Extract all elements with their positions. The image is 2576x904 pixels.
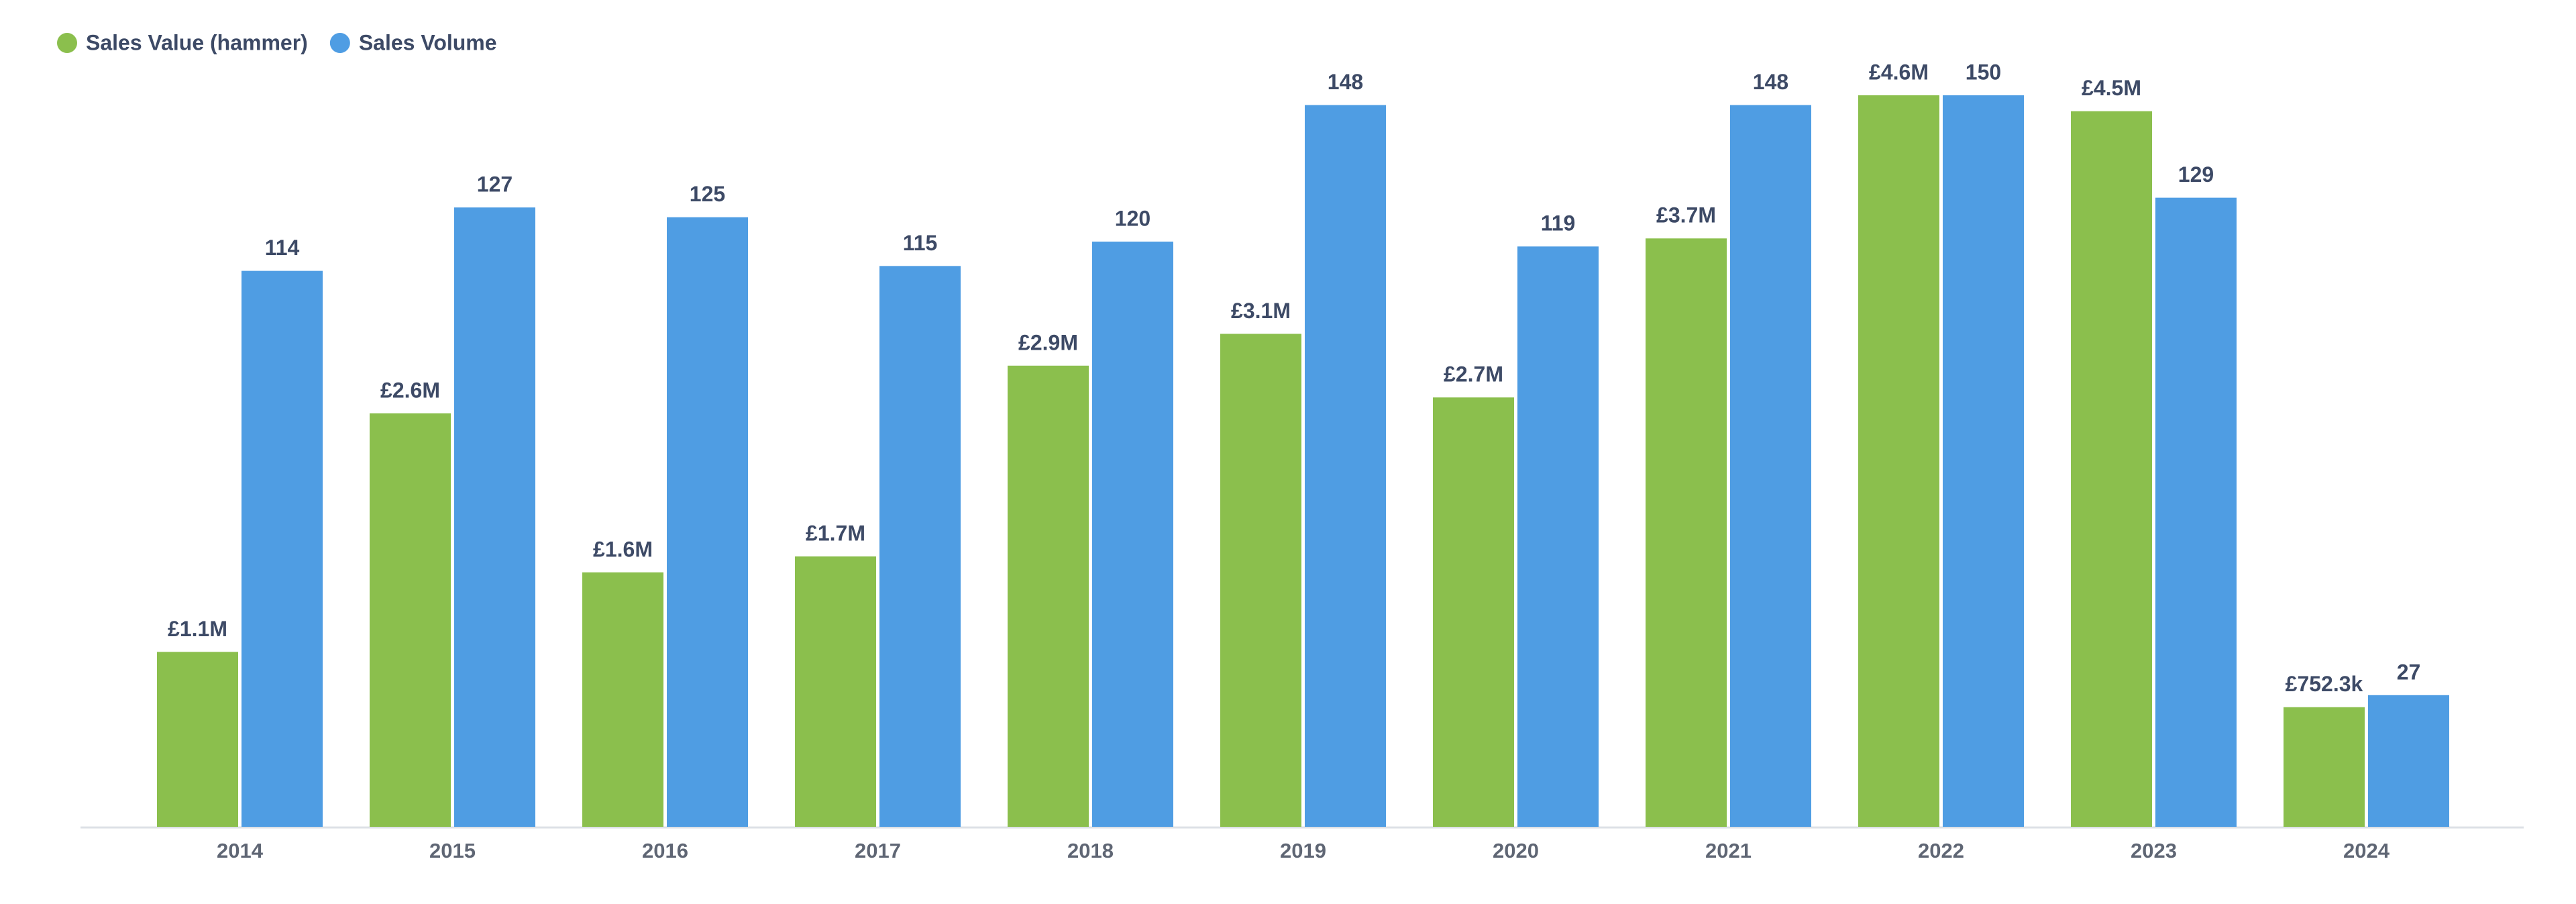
bar: [241, 270, 323, 827]
bar: [879, 266, 961, 827]
bar: [1008, 365, 1089, 827]
legend-label: Sales Volume: [359, 30, 497, 54]
data-label: £1.1M: [168, 617, 227, 641]
bar: [1517, 246, 1599, 827]
x-tick-label: 2022: [1918, 839, 1964, 862]
data-label: 27: [2397, 660, 2421, 684]
data-label: 148: [1753, 70, 1788, 94]
data-label: £3.7M: [1656, 203, 1716, 228]
data-label: 125: [690, 182, 725, 206]
data-label: 129: [2178, 162, 2214, 187]
x-tick-label: 2023: [2131, 839, 2177, 862]
legend-label: Sales Value (hammer): [86, 30, 308, 54]
data-label: 115: [903, 231, 938, 255]
bar: [2155, 197, 2237, 827]
x-tick-label: 2014: [217, 839, 264, 862]
data-label: 119: [1541, 211, 1576, 236]
x-tick-label: 2017: [855, 839, 901, 862]
bar: [2284, 707, 2365, 827]
bar: [1943, 95, 2024, 827]
bar: [454, 207, 535, 827]
data-label: 148: [1328, 70, 1363, 94]
x-tick-label: 2024: [2343, 839, 2390, 862]
bar: [582, 572, 663, 827]
data-label: £752.3k: [2286, 672, 2363, 696]
data-label: 120: [1115, 206, 1150, 230]
data-label: 150: [1966, 60, 2001, 84]
data-label: £4.6M: [1869, 60, 1929, 84]
data-label: £2.7M: [1444, 362, 1503, 387]
data-label: £1.6M: [593, 537, 653, 561]
bar: [2368, 695, 2449, 827]
bar: [1646, 238, 1727, 827]
data-label: £4.5M: [2082, 76, 2141, 100]
bar: [1305, 105, 1386, 827]
bar: [1730, 105, 1811, 827]
data-label: £2.9M: [1018, 330, 1078, 354]
data-label: 127: [477, 172, 513, 197]
x-tick-label: 2019: [1280, 839, 1326, 862]
x-tick-label: 2021: [1705, 839, 1752, 862]
data-label: £2.6M: [380, 378, 440, 402]
bar: [667, 217, 748, 827]
bar: [370, 413, 451, 827]
x-tick-label: 2016: [642, 839, 688, 862]
bar: [795, 556, 876, 827]
data-label: £1.7M: [806, 521, 865, 546]
bar: [1220, 334, 1301, 827]
bar: [1433, 397, 1514, 827]
legend-marker: [57, 33, 77, 53]
x-tick-label: 2015: [429, 839, 476, 862]
bar: [1092, 242, 1173, 827]
x-tick-label: 2020: [1493, 839, 1539, 862]
x-tick-label: 2018: [1067, 839, 1114, 862]
bar: [157, 652, 238, 827]
legend-marker: [329, 33, 350, 53]
data-label: £3.1M: [1231, 299, 1291, 323]
bar: [1858, 95, 1939, 827]
data-label: 114: [265, 236, 300, 260]
bar: [2071, 111, 2152, 827]
